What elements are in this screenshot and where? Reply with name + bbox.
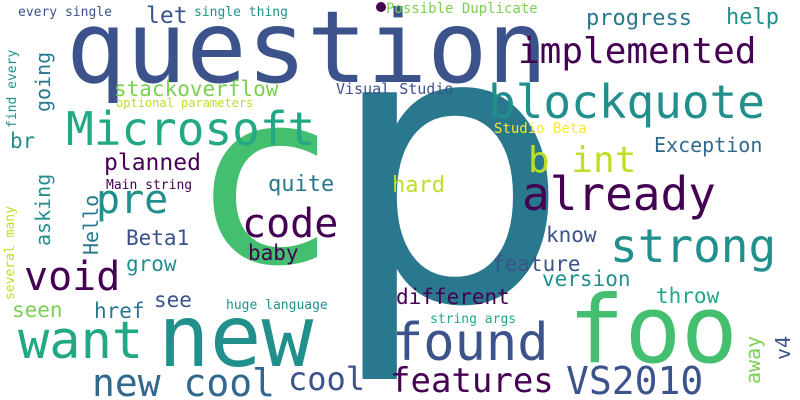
word-void: void: [24, 254, 120, 300]
word-feature: feature: [492, 252, 581, 276]
word-optional-parameters: optional parameters: [116, 96, 253, 110]
word-blockquote: blockquote: [488, 75, 765, 129]
word-vs2010: VS2010: [566, 359, 703, 400]
word-throw: throw: [656, 284, 720, 308]
word-string-args: string args: [430, 312, 516, 327]
word-hello: Hello: [79, 195, 103, 255]
word-let: let: [146, 3, 188, 29]
word-exception: Exception: [654, 133, 762, 157]
word-implemented: implemented: [518, 31, 756, 72]
word-cool: cool: [288, 360, 365, 398]
word-quite: quite: [268, 172, 334, 197]
word-different: different: [396, 285, 510, 309]
word-new-cool: new cool: [92, 361, 275, 400]
word-c: c: [200, 39, 332, 319]
word-new: new: [158, 287, 314, 387]
word-hard: hard: [392, 173, 445, 198]
word-foo: foo: [568, 276, 738, 385]
word-pre: pre: [96, 177, 168, 223]
word-away: away: [741, 336, 765, 384]
word-b-int: b int: [528, 140, 636, 181]
word-grow: grow: [126, 252, 177, 276]
word-studio-beta: Studio Beta: [494, 121, 587, 137]
word-possible-duplicate: Possible Duplicate: [386, 1, 538, 17]
word-question: question: [66, 0, 548, 106]
word-find-every: find every: [5, 50, 20, 128]
word-v4: v4: [771, 336, 795, 360]
word-already: already: [522, 167, 716, 221]
word-single-thing: single thing: [194, 5, 288, 20]
word-asking: asking: [31, 174, 55, 246]
word-help: help: [726, 5, 779, 30]
word-found: found: [392, 313, 549, 373]
word-see: see: [154, 288, 192, 312]
word-version: version: [542, 267, 631, 291]
word-going: going: [31, 52, 55, 112]
word-strong: strong: [610, 219, 776, 273]
word-microsoft: Microsoft: [66, 102, 315, 156]
dot-mark: [376, 2, 386, 12]
word-want: want: [18, 311, 143, 371]
word-progress: progress: [586, 6, 692, 31]
word-p: p: [328, 0, 569, 390]
word-know: know: [546, 223, 597, 247]
word-features: features: [390, 361, 554, 400]
word-every-single: every single: [18, 5, 112, 20]
word-code: code: [242, 201, 338, 247]
word-seen: seen: [12, 298, 63, 322]
word-planned: planned: [104, 150, 201, 176]
word-baby: baby: [248, 241, 299, 265]
word-visual-studio: Visual Studio: [336, 80, 453, 98]
word-br: br: [10, 129, 35, 153]
word-main-string: Main string: [106, 178, 192, 193]
word-href: href: [94, 299, 145, 323]
word-beta1: Beta1: [126, 226, 189, 250]
word-several-many: several many: [3, 206, 18, 300]
word-stackoverflow: stackoverflow: [114, 77, 279, 101]
word-huge-language: huge language: [226, 298, 328, 313]
